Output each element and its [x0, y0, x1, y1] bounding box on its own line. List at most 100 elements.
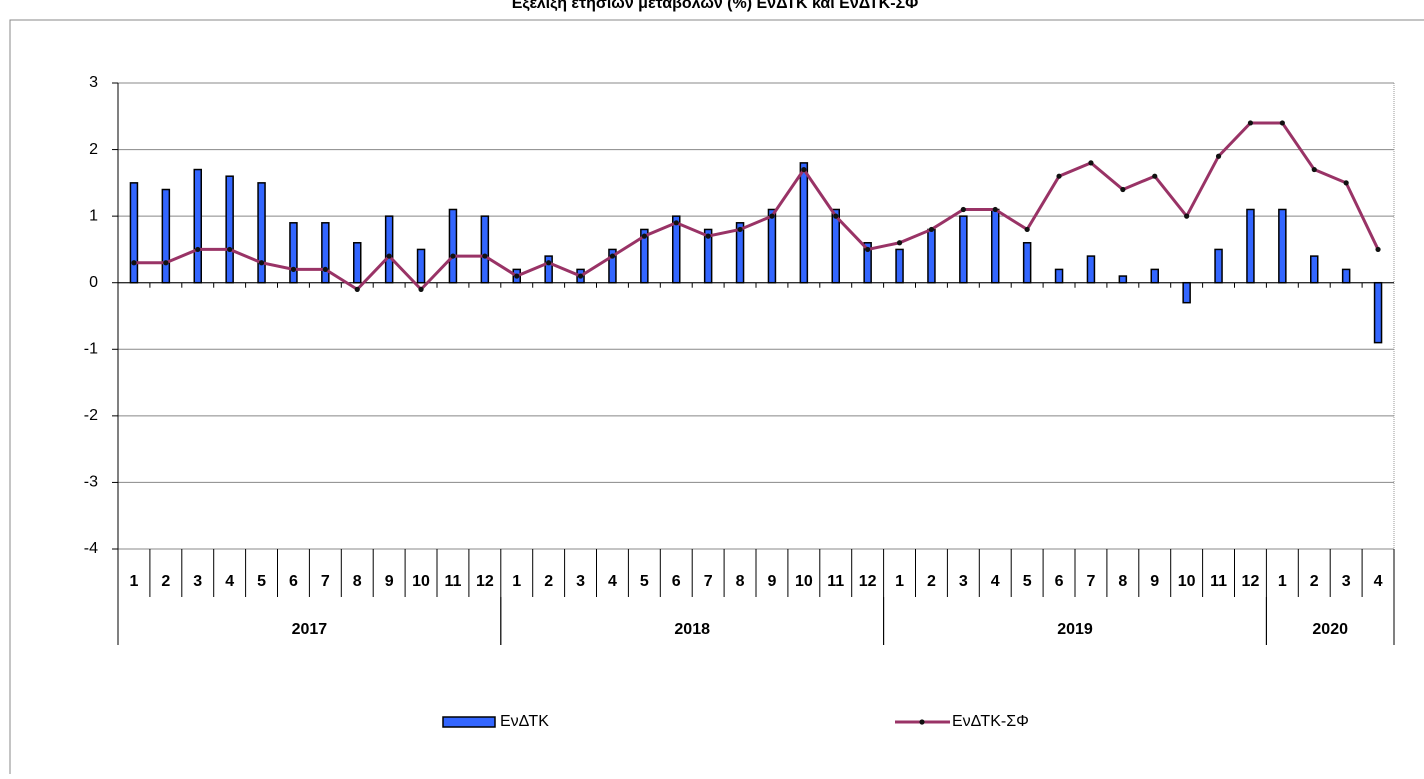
bar: [1373, 281, 1383, 344]
line-marker: [482, 253, 488, 259]
line-marker: [673, 220, 679, 226]
x-tick-label: 3: [193, 573, 202, 590]
x-tick-label: 1: [129, 573, 138, 590]
y-tick-label: 1: [89, 207, 98, 224]
line-marker: [1279, 120, 1285, 126]
bar: [289, 222, 298, 284]
x-tick-label: 11: [1210, 573, 1227, 590]
line-marker: [418, 286, 424, 292]
line-marker: [258, 260, 265, 266]
line-marker: [992, 206, 998, 213]
plot-area: [117, 82, 1395, 550]
line-marker: [227, 246, 233, 253]
x-tick-label: 1: [895, 573, 904, 590]
bar: [1182, 281, 1191, 304]
line-marker: [386, 253, 392, 259]
x-tick-label: 2: [1310, 573, 1319, 590]
line-marker: [1247, 120, 1254, 126]
line-marker: [354, 286, 360, 292]
legend-label: ΕνΔΤΚ-ΣΦ: [952, 713, 1029, 730]
x-tick-label: 7: [1086, 573, 1095, 590]
bar: [1278, 208, 1287, 284]
bar: [672, 215, 681, 284]
x-tick-label: 12: [1242, 573, 1260, 590]
bar: [1150, 268, 1159, 284]
x-tick-label: 10: [1178, 573, 1196, 590]
bar: [416, 248, 426, 284]
bar: [959, 215, 968, 284]
x-tick-label: 2: [544, 573, 553, 590]
x-tick-label: 6: [289, 573, 298, 590]
line-marker: [641, 233, 647, 239]
x-tick-label: 3: [576, 573, 585, 590]
line-marker: [195, 246, 201, 253]
bar: [480, 215, 490, 284]
x-tick-label: 12: [859, 573, 877, 590]
line-marker: [546, 260, 552, 266]
x-tick-label: 7: [321, 573, 330, 590]
x-tick-label: 4: [225, 573, 234, 590]
x-tick-label: 2: [161, 573, 170, 590]
line-marker: [801, 166, 807, 173]
x-tick-label: 10: [795, 573, 813, 590]
bar: [1022, 242, 1032, 284]
x-tick-label: 9: [767, 573, 776, 590]
line-marker: [322, 266, 328, 272]
x-tick-label: 9: [385, 573, 394, 590]
line: [133, 121, 1380, 292]
line-marker: [1088, 160, 1094, 166]
x-tick-label: 8: [353, 573, 362, 590]
line-marker: [1343, 180, 1349, 186]
line-marker: [1375, 246, 1381, 253]
bar: [193, 168, 202, 284]
line-marker: [769, 213, 775, 219]
x-tick-label: 5: [1023, 573, 1032, 590]
bar: [321, 222, 330, 284]
y-tick-label: -3: [84, 474, 98, 491]
y-tick-label: 0: [89, 274, 98, 291]
line-marker: [1056, 173, 1062, 179]
x-tick-label: 4: [608, 573, 617, 590]
line-marker: [1024, 226, 1030, 233]
line-marker: [131, 260, 137, 266]
line-marker: [1184, 213, 1190, 219]
bar: [767, 208, 777, 284]
bar: [703, 228, 713, 284]
x-tick-label: 5: [640, 573, 649, 590]
bar: [1118, 275, 1128, 284]
bar: [1054, 268, 1064, 284]
line-marker: [514, 273, 520, 279]
bar: [129, 182, 139, 284]
bar: [608, 248, 617, 284]
x-tick-label: 8: [736, 573, 745, 590]
legend-marker: [919, 719, 925, 725]
line-marker: [1152, 173, 1158, 179]
line-marker: [705, 233, 711, 239]
x-tick-label: 6: [672, 573, 681, 590]
y-tick-label: -2: [84, 407, 98, 424]
bar: [927, 228, 936, 284]
line-marker: [163, 260, 169, 266]
chart-border: [9, 19, 1424, 779]
bar: [1310, 255, 1319, 284]
legend-label: ΕνΔΤΚ: [500, 713, 549, 730]
bar: [257, 182, 266, 284]
bar: [448, 208, 458, 284]
x-tick-label: 7: [704, 573, 713, 590]
x-tick-label: 5: [257, 573, 266, 590]
bar: [544, 255, 553, 284]
bar: [1214, 248, 1223, 284]
bar: [161, 188, 171, 284]
x-tick-label: 9: [1150, 573, 1159, 590]
bar: [1246, 208, 1255, 284]
line-marker: [737, 226, 743, 233]
legend-swatch: [442, 716, 496, 728]
y-tick-label: -1: [84, 341, 98, 358]
x-tick-label: 2: [927, 573, 936, 590]
bar: [640, 228, 649, 284]
x-tick-label: 6: [1055, 573, 1064, 590]
line-marker: [450, 253, 456, 259]
line-marker: [928, 226, 935, 233]
x-tick-label: 12: [476, 573, 494, 590]
